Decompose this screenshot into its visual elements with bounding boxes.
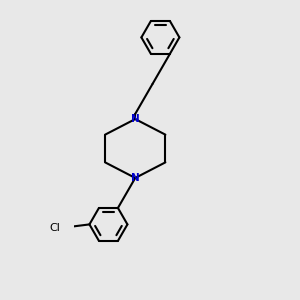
Text: Cl: Cl	[49, 223, 60, 233]
Text: N: N	[131, 114, 140, 124]
Text: N: N	[131, 173, 140, 183]
